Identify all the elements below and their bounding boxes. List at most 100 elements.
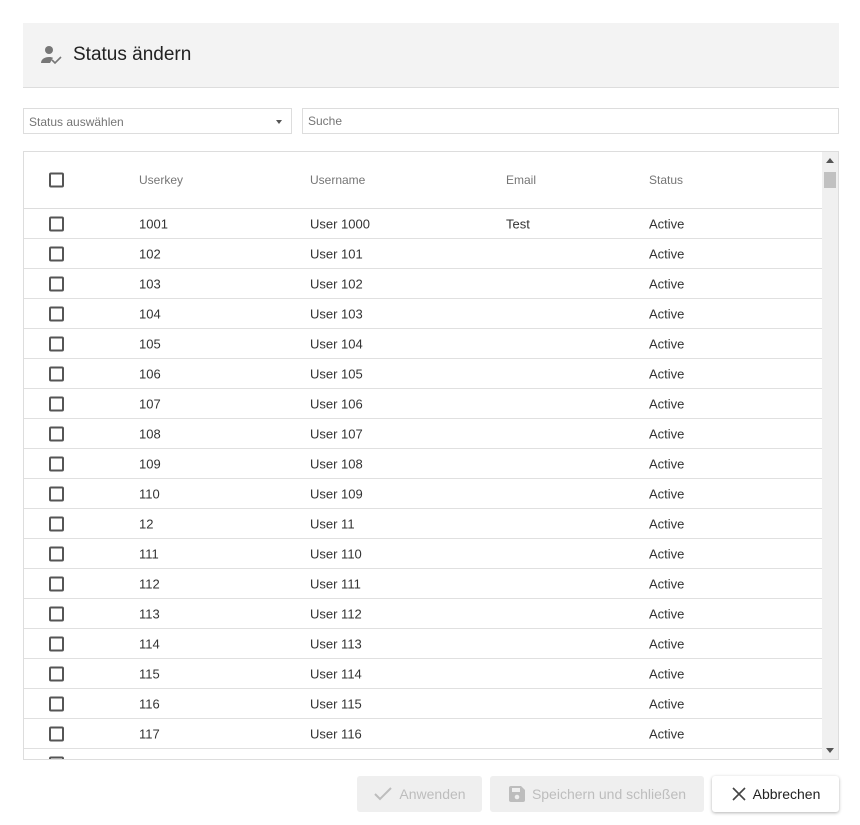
row-checkbox[interactable] <box>49 426 64 441</box>
cell-username: User 1000 <box>310 216 370 231</box>
cell-userkey: 104 <box>139 306 161 321</box>
cell-username: User 103 <box>310 306 363 321</box>
row-checkbox[interactable] <box>49 606 64 621</box>
table-row[interactable]: 115 User 114 Active <box>24 659 822 689</box>
table-row[interactable]: 106 User 105 Active <box>24 359 822 389</box>
save-icon <box>508 786 525 802</box>
column-header-status[interactable]: Status <box>649 173 684 187</box>
cell-username: User 102 <box>310 276 363 291</box>
table-row[interactable]: 118 User 117 Active <box>24 749 822 759</box>
table-row[interactable]: 117 User 116 Active <box>24 719 822 749</box>
row-checkbox[interactable] <box>49 756 64 759</box>
cell-userkey: 111 <box>139 546 159 561</box>
scrollbar-thumb[interactable] <box>824 172 836 188</box>
dialog-header: Status ändern <box>23 23 839 88</box>
table-row[interactable]: 104 User 103 Active <box>24 299 822 329</box>
column-header-userkey[interactable]: Userkey <box>139 173 184 187</box>
table-row[interactable]: 113 User 112 Active <box>24 599 822 629</box>
cell-username: User 105 <box>310 366 363 381</box>
table-row[interactable]: 114 User 113 Active <box>24 629 822 659</box>
table-row[interactable]: 111 User 110 Active <box>24 539 822 569</box>
cell-username: User 116 <box>310 726 362 741</box>
cancel-button[interactable]: Abbrechen <box>712 776 839 812</box>
apply-button[interactable]: Anwenden <box>357 776 482 812</box>
row-checkbox[interactable] <box>49 576 64 591</box>
cell-email: Test <box>506 216 530 231</box>
save-close-label: Speichern und schließen <box>531 786 687 802</box>
cell-status: Active <box>649 516 685 531</box>
cell-userkey: 107 <box>139 396 161 411</box>
close-icon <box>732 787 746 801</box>
save-close-button[interactable]: Speichern und schließen <box>490 776 704 812</box>
column-header-email[interactable]: Email <box>506 173 537 187</box>
cell-status: Active <box>649 546 685 561</box>
cell-userkey: 109 <box>139 456 161 471</box>
grid-header: Userkey Username Email Status <box>24 152 838 209</box>
column-header-username[interactable]: Username <box>310 173 366 187</box>
table-row[interactable]: 105 User 104 Active <box>24 329 822 359</box>
status-select-placeholder: Status auswählen <box>29 115 124 129</box>
cell-status: Active <box>649 756 684 759</box>
cell-status: Active <box>649 636 685 651</box>
table-row[interactable]: 108 User 107 Active <box>24 419 822 449</box>
cell-status: Active <box>649 606 685 621</box>
cell-userkey: 105 <box>139 336 161 351</box>
row-checkbox[interactable] <box>49 516 64 531</box>
cell-userkey: 112 <box>139 576 160 591</box>
table-row[interactable]: 103 User 102 Active <box>24 269 822 299</box>
cell-username: User 117 <box>310 756 362 759</box>
search-input[interactable] <box>302 108 839 134</box>
row-checkbox[interactable] <box>49 666 64 681</box>
cell-userkey: 110 <box>139 486 160 501</box>
caret-down-icon <box>276 120 282 124</box>
select-all-checkbox[interactable] <box>49 172 64 188</box>
table-row[interactable]: 12 User 11 Active <box>24 509 822 539</box>
cell-userkey: 114 <box>139 636 160 651</box>
cell-username: User 101 <box>310 246 363 261</box>
table-row[interactable]: 102 User 101 Active <box>24 239 822 269</box>
table-row[interactable]: 110 User 109 Active <box>24 479 822 509</box>
row-checkbox[interactable] <box>49 696 64 711</box>
cell-username: User 104 <box>310 336 363 351</box>
row-checkbox[interactable] <box>49 636 64 651</box>
cell-username: User 111 <box>310 576 361 591</box>
scroll-up-icon[interactable] <box>826 158 834 163</box>
row-checkbox[interactable] <box>49 486 64 501</box>
row-checkbox[interactable] <box>49 456 64 471</box>
cell-status: Active <box>649 576 685 591</box>
cell-userkey: 118 <box>139 756 160 759</box>
row-checkbox[interactable] <box>49 216 64 231</box>
row-checkbox[interactable] <box>49 726 64 741</box>
cell-username: User 107 <box>310 426 363 441</box>
row-checkbox[interactable] <box>49 306 64 321</box>
cell-status: Active <box>649 666 685 681</box>
row-checkbox[interactable] <box>49 396 64 411</box>
cell-username: User 106 <box>310 396 363 411</box>
table-row[interactable]: 116 User 115 Active <box>24 689 822 719</box>
cell-status: Active <box>649 456 685 471</box>
cell-status: Active <box>649 336 685 351</box>
cancel-label: Abbrechen <box>752 786 821 802</box>
cell-userkey: 116 <box>139 696 160 711</box>
cell-username: User 108 <box>310 456 363 471</box>
table-row[interactable]: 107 User 106 Active <box>24 389 822 419</box>
cell-username: User 11 <box>310 516 355 531</box>
row-checkbox[interactable] <box>49 546 64 561</box>
cell-status: Active <box>649 696 685 711</box>
row-checkbox[interactable] <box>49 246 64 261</box>
row-checkbox[interactable] <box>49 336 64 351</box>
cell-userkey: 102 <box>139 246 161 261</box>
cell-status: Active <box>649 306 685 321</box>
user-grid: Userkey Username Email Status 1001 User 1… <box>23 151 839 760</box>
table-row[interactable]: 1001 User 1000 Test Active <box>24 209 822 239</box>
cell-userkey: 113 <box>139 606 160 621</box>
cell-userkey: 106 <box>139 366 161 381</box>
table-row[interactable]: 109 User 108 Active <box>24 449 822 479</box>
row-checkbox[interactable] <box>49 366 64 381</box>
table-row[interactable]: 112 User 111 Active <box>24 569 822 599</box>
status-select[interactable]: Status auswählen <box>23 108 292 134</box>
row-checkbox[interactable] <box>49 276 64 291</box>
cell-status: Active <box>649 396 685 411</box>
scroll-down-icon[interactable] <box>826 748 834 753</box>
vertical-scrollbar[interactable] <box>822 152 838 759</box>
